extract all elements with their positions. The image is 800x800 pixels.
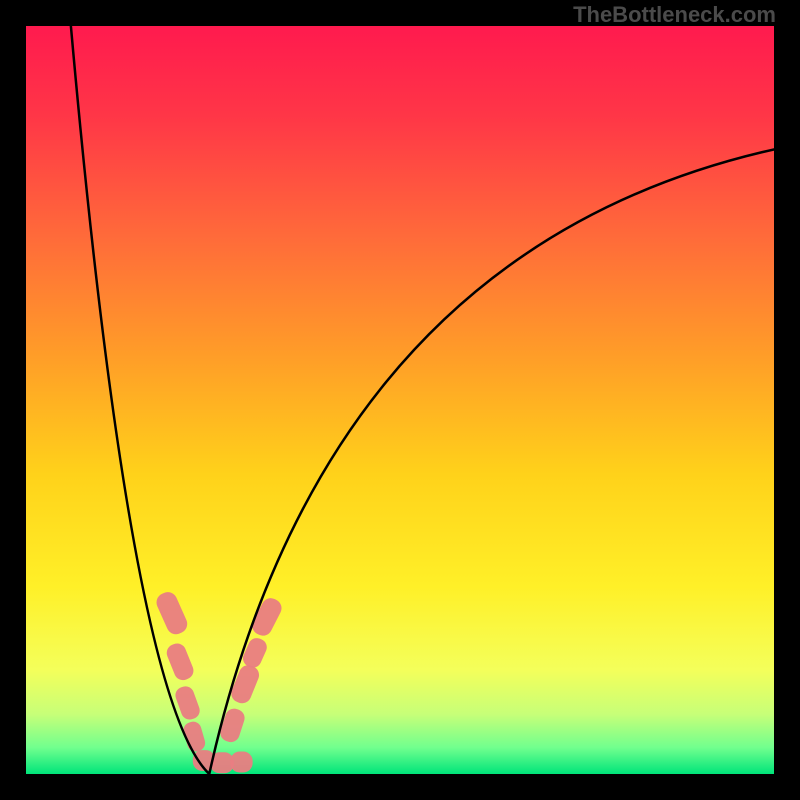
marker bbox=[230, 752, 252, 773]
watermark-text: TheBottleneck.com bbox=[573, 2, 776, 28]
chart-svg bbox=[26, 26, 774, 774]
plot-area bbox=[26, 26, 774, 774]
gradient-background bbox=[26, 26, 774, 774]
outer-frame bbox=[0, 0, 800, 800]
